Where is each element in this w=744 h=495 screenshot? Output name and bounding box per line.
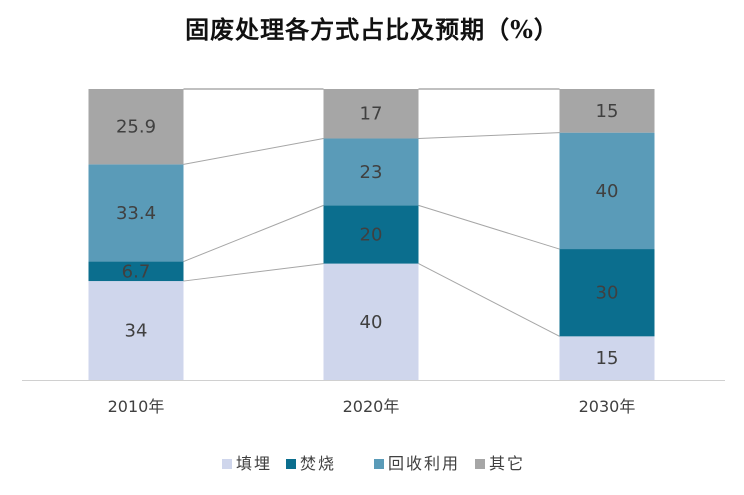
- connector-line: [418, 132, 560, 139]
- bar-segment-1: [323, 263, 419, 380]
- data-label: 6.7: [122, 261, 151, 282]
- data-label: 33.4: [116, 203, 156, 224]
- legend-label: 焚烧: [300, 454, 336, 473]
- legend-label: 其它: [489, 454, 525, 473]
- connector-line: [183, 137, 324, 165]
- connector-line: [418, 204, 560, 250]
- data-label: 40: [596, 181, 619, 202]
- data-label: 15: [596, 348, 619, 369]
- legend-swatch: [374, 459, 384, 469]
- bar-segment-4: [323, 89, 419, 139]
- legend-item: 其它: [475, 454, 525, 473]
- legend-item: 焚烧: [286, 454, 336, 473]
- data-label: 20: [360, 225, 383, 246]
- data-label: 30: [596, 283, 619, 304]
- data-label: 40: [360, 312, 383, 333]
- connector-line: [418, 263, 560, 337]
- bar-segment-3: [88, 164, 184, 262]
- connector-line: [183, 263, 324, 282]
- bar-segment-3: [559, 132, 655, 250]
- data-label: 23: [360, 162, 383, 183]
- bar-segment-4: [559, 89, 655, 133]
- bar-segment-1: [88, 281, 184, 380]
- legend-label: 填埋: [236, 454, 272, 473]
- x-tick-label: 2020年: [343, 397, 400, 416]
- chart-title: 固废处理各方式占比及预期（%）: [185, 15, 559, 44]
- data-label: 25.9: [116, 117, 156, 138]
- bar-segment-3: [323, 138, 419, 206]
- bar-segment-1: [559, 336, 655, 380]
- legend-swatch: [475, 459, 485, 469]
- x-tick-label: 2010年: [108, 397, 165, 416]
- bar-segment-2: [323, 205, 419, 264]
- legend-swatch: [286, 459, 296, 469]
- connector-line: [183, 204, 324, 263]
- legend-item: 回收利用: [374, 454, 460, 473]
- legend-swatch: [222, 459, 232, 469]
- bar-segment-4: [88, 89, 184, 165]
- data-label: 34: [125, 321, 148, 342]
- data-label: 17: [360, 104, 383, 125]
- bar-segment-2: [88, 261, 184, 282]
- bar-segment-2: [559, 249, 655, 337]
- legend-label: 回收利用: [388, 454, 460, 473]
- data-label: 15: [596, 101, 619, 122]
- x-tick-label: 2030年: [579, 397, 636, 416]
- legend-item: 填埋: [222, 454, 272, 473]
